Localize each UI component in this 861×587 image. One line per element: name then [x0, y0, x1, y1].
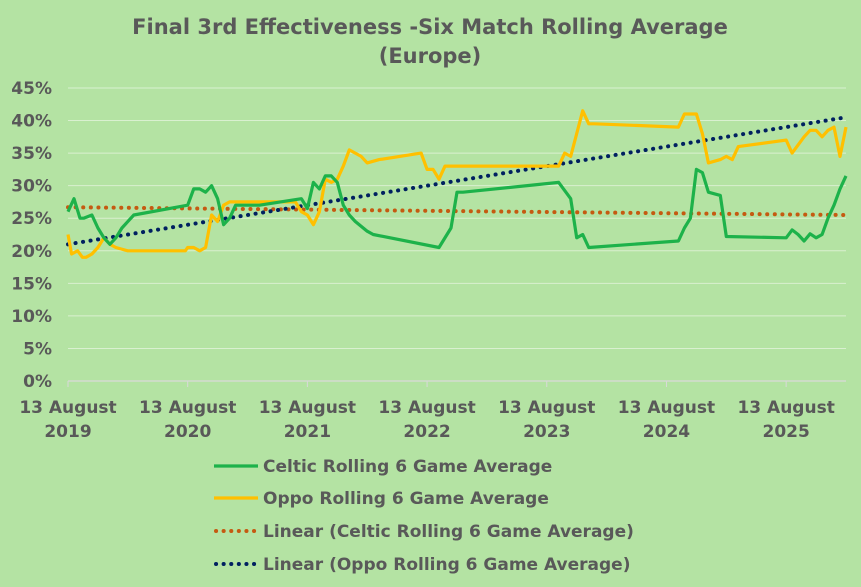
x-tick-label-line-2: 2021: [284, 422, 331, 442]
x-axis: 13 August 2019 13 August 2020 13 August 2021 1…: [19, 380, 846, 442]
legend-item-linear-oppo-rolling-6-game-average: Linear (Oppo Rolling 6 Game Average): [214, 555, 630, 575]
series-line-celtic-rolling-6-game-average: [66, 167, 848, 250]
x-tick-label-line-1: 13 August: [259, 398, 356, 418]
legend-label: Linear (Celtic Rolling 6 Game Average): [263, 522, 634, 542]
y-tick-label: 30%: [11, 177, 52, 197]
grid-lines: [68, 87, 846, 349]
legend-label: Linear (Oppo Rolling 6 Game Average): [263, 555, 630, 575]
y-tick-label: 40%: [11, 112, 52, 132]
series-layer: [66, 109, 848, 259]
series-line-oppo-rolling-6-game-average: [66, 109, 848, 259]
y-tick-label: 25%: [11, 209, 52, 229]
x-tick-label-line-2: 2025: [762, 422, 809, 442]
x-tick-label-line-2: 2023: [523, 422, 570, 442]
x-tick-label-line-1: 13 August: [19, 398, 116, 418]
y-tick-label: 15%: [11, 274, 52, 294]
x-tick-label-line-1: 13 August: [498, 398, 595, 418]
y-tick-label: 5%: [23, 339, 52, 359]
x-tick-label-line-1: 13 August: [378, 398, 475, 418]
chart-title-line-2: (Europe): [379, 44, 482, 68]
y-tick-label: 0%: [23, 372, 52, 392]
legend-item-oppo-rolling-6-game-average: Oppo Rolling 6 Game Average: [214, 489, 549, 509]
x-tick-label-line-2: 2019: [44, 422, 91, 442]
y-tick-label: 10%: [11, 307, 52, 327]
x-tick-label-line-1: 13 August: [618, 398, 715, 418]
legend: Celtic Rolling 6 Game Average Oppo Rollin…: [214, 457, 634, 575]
y-axis: 0% 5% 10% 15% 20% 25% 30% 35% 40% 45%: [11, 79, 52, 392]
legend-item-linear-celtic-rolling-6-game-average: Linear (Celtic Rolling 6 Game Average): [214, 522, 634, 542]
x-tick-label-line-2: 2020: [164, 422, 211, 442]
y-tick-label: 35%: [11, 144, 52, 164]
y-tick-label: 20%: [11, 242, 52, 262]
y-tick-label: 45%: [11, 79, 52, 99]
chart-title-line-1: Final 3rd Effectiveness -Six Match Rolli…: [132, 15, 728, 39]
series-line-linear-celtic-rolling-6-game-average: [66, 205, 848, 217]
legend-label: Oppo Rolling 6 Game Average: [263, 489, 549, 509]
x-tick-label-line-1: 13 August: [139, 398, 236, 418]
x-tick-label-line-1: 13 August: [737, 398, 834, 418]
legend-label: Celtic Rolling 6 Game Average: [263, 457, 552, 477]
legend-item-celtic-rolling-6-game-average: Celtic Rolling 6 Game Average: [214, 457, 552, 477]
x-tick-label-line-2: 2022: [403, 422, 450, 442]
series-line-linear-oppo-rolling-6-game-average: [66, 115, 848, 247]
x-tick-label-line-2: 2024: [643, 422, 690, 442]
